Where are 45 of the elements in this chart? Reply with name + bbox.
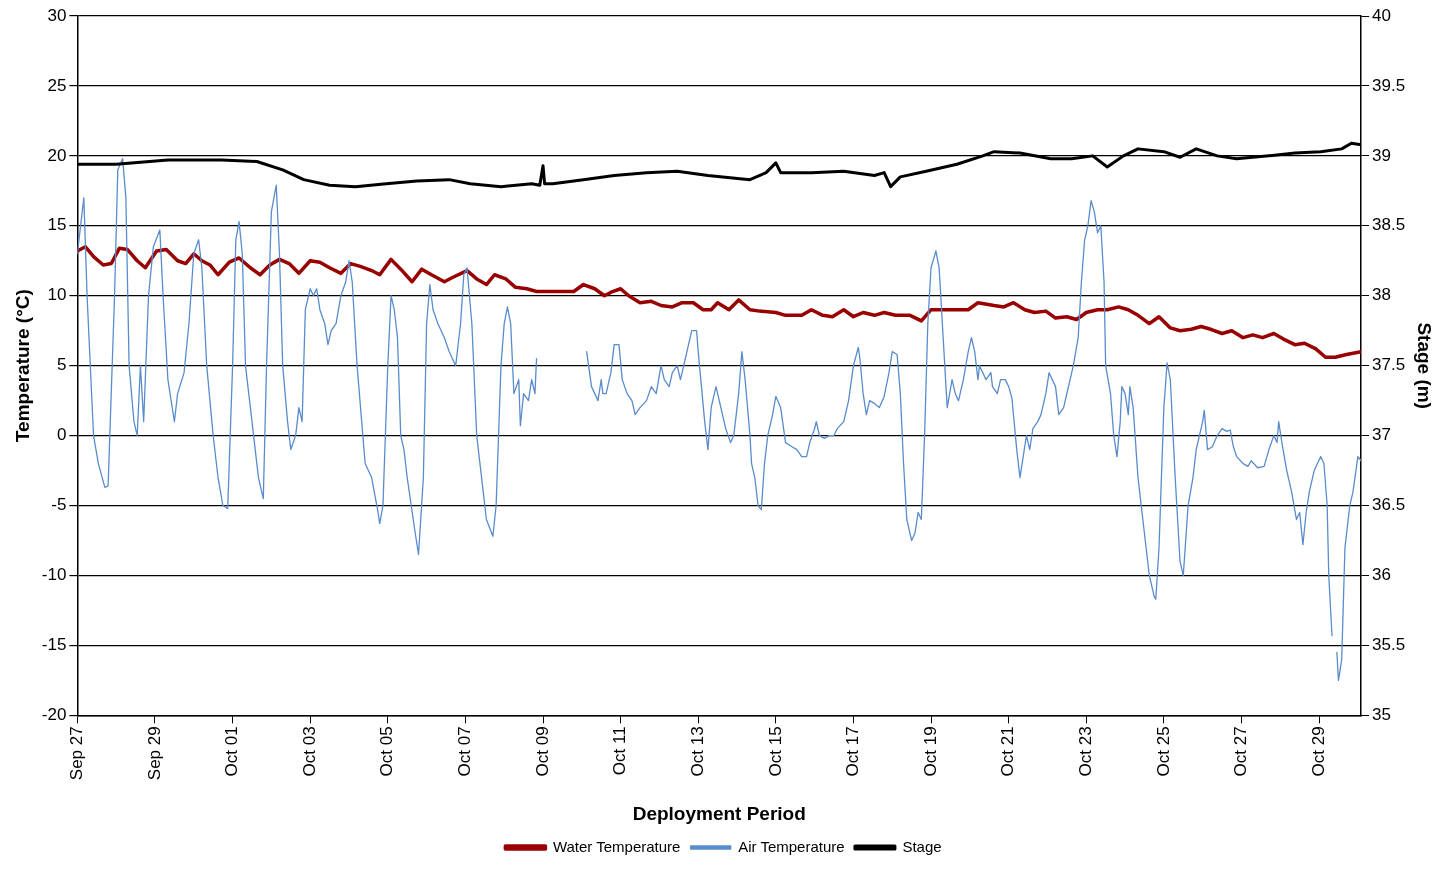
y2-tick-label: 39.5	[1372, 75, 1406, 95]
x-tick-label: Sep 29	[144, 726, 164, 781]
x-tick-label: Oct 29	[1308, 726, 1328, 777]
x-tick-label: Oct 23	[1075, 726, 1095, 777]
x-tick-label: Oct 01	[222, 726, 242, 777]
y-tick-label: -15	[41, 635, 67, 655]
y2-tick-label: 40	[1372, 5, 1392, 25]
x-axis-title: Deployment Period	[632, 802, 806, 824]
y2-tick-label: 39	[1372, 145, 1392, 165]
x-tick-label: Oct 05	[377, 726, 397, 777]
y-tick-label: 20	[47, 145, 67, 165]
x-tick-label: Oct 17	[843, 726, 863, 777]
x-tick-label: Oct 21	[998, 726, 1018, 777]
x-tick-label: Oct 03	[299, 726, 319, 777]
y-tick-label: -10	[41, 565, 67, 585]
y-tick-label: -20	[41, 705, 67, 725]
x-tick-label: Oct 09	[532, 726, 552, 777]
y2-axis-title: Stage (m)	[1414, 322, 1436, 409]
x-tick-label: Oct 27	[1231, 726, 1251, 777]
legend-label: Stage	[902, 837, 942, 855]
x-tick-label: Oct 15	[765, 726, 785, 777]
y-axis-title: Temperature (°C)	[11, 289, 33, 443]
x-tick-label: Oct 13	[687, 726, 707, 777]
x-tick-label: Oct 19	[920, 726, 940, 777]
y-tick-label: 15	[47, 215, 67, 235]
y2-tick-label: 38.5	[1372, 215, 1406, 235]
y-tick-label: 10	[47, 285, 67, 305]
legend-label: Air Temperature	[738, 837, 845, 855]
y2-tick-label: 37.5	[1372, 355, 1406, 375]
y-tick-label: 0	[56, 425, 67, 445]
x-tick-label: Oct 07	[455, 726, 475, 777]
y-tick-label: 25	[47, 75, 67, 95]
y2-tick-label: 35.5	[1372, 635, 1406, 655]
x-tick-label: Sep 27	[67, 726, 87, 781]
y-tick-label: -5	[51, 495, 67, 515]
y2-tick-label: 36.5	[1372, 495, 1406, 515]
x-tick-label: Oct 11	[610, 726, 630, 776]
y2-tick-label: 38	[1372, 285, 1392, 305]
y2-tick-label: 37	[1372, 425, 1392, 445]
y2-tick-label: 36	[1372, 565, 1392, 585]
y-tick-label: 5	[56, 355, 67, 375]
y-tick-label: 30	[47, 5, 67, 25]
legend-label: Water Temperature	[552, 837, 681, 855]
x-tick-label: Oct 25	[1153, 726, 1173, 777]
y2-tick-label: 35	[1372, 705, 1392, 725]
